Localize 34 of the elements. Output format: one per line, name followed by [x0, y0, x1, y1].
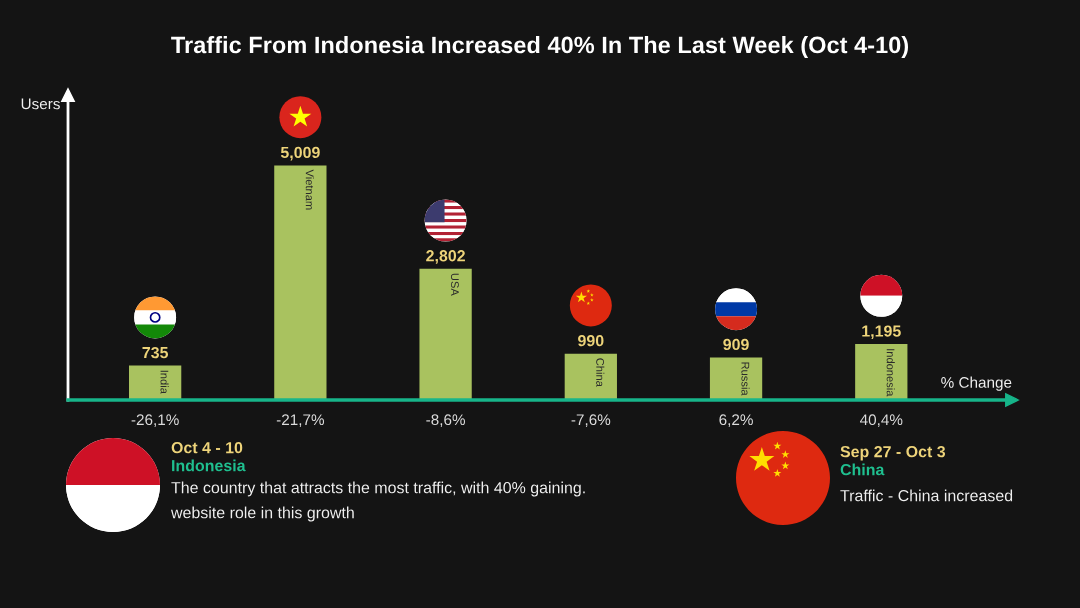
y-axis-title: Users — [21, 98, 60, 110]
x-axis-title: % Change — [941, 376, 1012, 391]
text: The country that attracts the most traffic, with 40% gaining. — [171, 481, 585, 497]
data-label: 5,009 — [280, 146, 320, 161]
x-tick-label: 40,4% — [859, 414, 903, 427]
data-label: 735 — [142, 346, 169, 359]
text: Sep 27 - Oct 3 — [840, 445, 946, 461]
x-tick-label: -21,7% — [276, 414, 325, 427]
annotation: Vietnam — [305, 169, 314, 210]
bar — [129, 365, 182, 400]
data-label: 2,802 — [426, 250, 465, 264]
x-tick-label: -26,1% — [131, 414, 179, 427]
annotation: Russia — [741, 362, 750, 396]
chart-title: Traffic From Indonesia Increased 40% In The Last Week (Oct 4-10) — [171, 36, 909, 58]
x-tick-label: -8,6% — [426, 414, 466, 427]
bar — [274, 165, 327, 400]
annotation: India — [160, 370, 169, 394]
text: Oct 4 - 10 — [171, 441, 243, 454]
x-tick-label: 6,2% — [719, 414, 753, 427]
bar — [855, 344, 908, 400]
data-label: 990 — [578, 335, 604, 347]
text: website role in this growth — [170, 506, 354, 522]
bar — [709, 357, 763, 400]
annotation: China — [596, 358, 605, 387]
text: China — [840, 463, 885, 476]
data-label: 909 — [723, 338, 749, 351]
bar — [419, 268, 472, 400]
text: Traffic - China increased — [840, 489, 1013, 502]
annotation: USA — [450, 273, 459, 296]
text: Indonesia — [172, 459, 246, 472]
bar — [564, 353, 617, 400]
data-label: 1,195 — [862, 325, 901, 340]
annotation: Indonesia — [886, 349, 895, 397]
x-tick-label: -7,6% — [571, 414, 611, 427]
